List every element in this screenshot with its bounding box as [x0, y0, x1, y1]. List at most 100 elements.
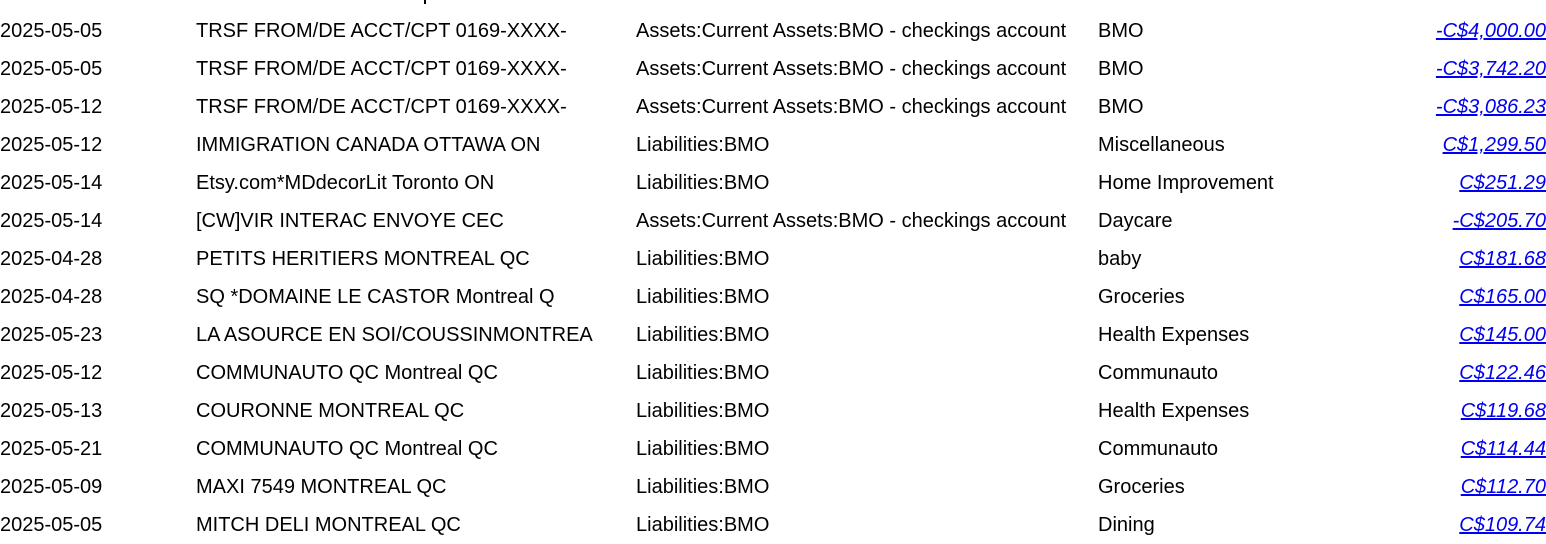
transaction-account: Liabilities:BMO: [636, 134, 770, 156]
transaction-description: COURONNE MONTREAL QC: [196, 400, 465, 422]
transaction-category: baby: [1098, 248, 1142, 270]
transaction-amount-link[interactable]: -C$4,000.00: [1435, 20, 1546, 42]
transaction-description: TRSF FROM/DE ACCT/CPT 0169-XXXX-: [196, 58, 567, 80]
transaction-amount-link[interactable]: -C$3,742.20: [1435, 58, 1546, 80]
transaction-amount-cell: C$109.74: [1398, 506, 1546, 544]
transaction-date: 2025-05-05: [0, 58, 103, 80]
transaction-date: 2025-05-05: [0, 20, 103, 42]
transaction-date: 2025-05-09: [0, 476, 103, 498]
table-row: 2025-05-23 LA ASOURCE EN SOI/COUSSINMONT…: [0, 316, 1546, 354]
transaction-account: Liabilities:BMO: [636, 438, 770, 460]
transaction-account: Liabilities:BMO: [636, 286, 770, 308]
transaction-amount-cell: C$251.29: [1398, 164, 1546, 202]
transaction-description: LA ASOURCE EN SOI/COUSSINMONTREA: [196, 324, 593, 346]
table-row: 2025-05-05 TRSF FROM/DE ACCT/CPT 0169-XX…: [0, 12, 1546, 50]
transaction-amount-cell: -C$3,086.23: [1398, 88, 1546, 126]
transaction-amount-link[interactable]: C$181.68: [1459, 248, 1546, 270]
transaction-date: 2025-04-28: [0, 286, 103, 308]
table-row: 2025-05-05 TRSF FROM/DE ACCT/CPT 0169-XX…: [0, 50, 1546, 88]
transaction-amount-link[interactable]: C$119.68: [1460, 400, 1546, 422]
transaction-category: Groceries: [1098, 476, 1185, 498]
clipped-heading-fragment: [196, 0, 496, 4]
transaction-date: 2025-05-21: [0, 438, 103, 460]
table-row: 2025-04-28 SQ *DOMAINE LE CASTOR Montrea…: [0, 278, 1546, 316]
table-row: 2025-05-12 TRSF FROM/DE ACCT/CPT 0169-XX…: [0, 88, 1546, 126]
transaction-date: 2025-05-23: [0, 324, 103, 346]
transaction-amount-link[interactable]: C$114.44: [1460, 438, 1546, 460]
transaction-description: [CW]VIR INTERAC ENVOYE CEC: [196, 210, 504, 232]
transaction-amount-cell: -C$3,742.20: [1398, 50, 1546, 88]
transaction-account: Assets:Current Assets:BMO - checkings ac…: [636, 20, 1067, 42]
transaction-amount-link[interactable]: C$112.70: [1460, 476, 1546, 498]
transaction-account: Assets:Current Assets:BMO - checkings ac…: [636, 58, 1067, 80]
transaction-amount-link[interactable]: -C$3,086.23: [1435, 96, 1546, 118]
table-row: 2025-05-12 IMMIGRATION CANADA OTTAWA ON …: [0, 126, 1546, 164]
table-row: 2025-05-21 COMMUNAUTO QC Montreal QC Lia…: [0, 430, 1546, 468]
transaction-description: SQ *DOMAINE LE CASTOR Montreal Q: [196, 286, 555, 308]
transaction-date: 2025-05-12: [0, 134, 103, 156]
transaction-date: 2025-05-12: [0, 362, 103, 384]
transaction-category: Communauto: [1098, 362, 1219, 384]
transaction-amount-cell: C$1,299.50: [1398, 126, 1546, 164]
transaction-amount-cell: C$114.44: [1398, 430, 1546, 468]
transaction-account: Liabilities:BMO: [636, 514, 770, 536]
transaction-amount-cell: C$122.46: [1398, 354, 1546, 392]
transaction-amount-link[interactable]: -C$205.70: [1452, 210, 1546, 232]
transaction-amount-link[interactable]: C$109.74: [1459, 514, 1546, 536]
transaction-description: PETITS HERITIERS MONTREAL QC: [196, 248, 530, 270]
table-row: 2025-05-12 COMMUNAUTO QC Montreal QC Lia…: [0, 354, 1546, 392]
transaction-account: Liabilities:BMO: [636, 476, 770, 498]
table-row: 2025-05-13 COURONNE MONTREAL QC Liabilit…: [0, 392, 1546, 430]
transaction-date: 2025-05-14: [0, 210, 103, 232]
transaction-account: Liabilities:BMO: [636, 324, 770, 346]
transaction-amount-link[interactable]: C$165.00: [1459, 286, 1546, 308]
transaction-amount-cell: C$165.00: [1398, 278, 1546, 316]
transaction-date: 2025-05-14: [0, 172, 103, 194]
transaction-category: Dining: [1098, 514, 1155, 536]
transaction-amount-cell: C$181.68: [1398, 240, 1546, 278]
transaction-date: 2025-05-13: [0, 400, 103, 422]
table-row: 2025-05-09 MAXI 7549 MONTREAL QC Liabili…: [0, 468, 1546, 506]
transaction-amount-cell: -C$4,000.00: [1398, 12, 1546, 50]
transaction-description: COMMUNAUTO QC Montreal QC: [196, 438, 498, 460]
transaction-description: COMMUNAUTO QC Montreal QC: [196, 362, 498, 384]
transaction-date: 2025-04-28: [0, 248, 103, 270]
transaction-date: 2025-05-05: [0, 514, 103, 536]
transactions-table-body: 2025-05-05 TRSF FROM/DE ACCT/CPT 0169-XX…: [0, 12, 1546, 544]
transaction-account: Liabilities:BMO: [636, 172, 770, 194]
transaction-amount-cell: C$145.00: [1398, 316, 1546, 354]
table-row: 2025-05-05 MITCH DELI MONTREAL QC Liabil…: [0, 506, 1546, 544]
table-row: 2025-05-14 Etsy.com*MDdecorLit Toronto O…: [0, 164, 1546, 202]
transaction-category: Health Expenses: [1098, 324, 1250, 346]
transaction-amount-link[interactable]: C$251.29: [1459, 172, 1546, 194]
transaction-category: Daycare: [1098, 210, 1173, 232]
transaction-amount-link[interactable]: C$1,299.50: [1442, 134, 1546, 156]
transaction-account: Liabilities:BMO: [636, 362, 770, 384]
transaction-description: MAXI 7549 MONTREAL QC: [196, 476, 447, 498]
transaction-category: BMO: [1098, 20, 1144, 42]
transaction-category: BMO: [1098, 58, 1144, 80]
transaction-account: Liabilities:BMO: [636, 400, 770, 422]
transaction-description: Etsy.com*MDdecorLit Toronto ON: [196, 172, 495, 194]
transaction-date: 2025-05-12: [0, 96, 103, 118]
table-row: 2025-05-14 [CW]VIR INTERAC ENVOYE CEC As…: [0, 202, 1546, 240]
table-row: 2025-04-28 PETITS HERITIERS MONTREAL QC …: [0, 240, 1546, 278]
transaction-account: Liabilities:BMO: [636, 248, 770, 270]
transaction-category: Home Improvement: [1098, 172, 1274, 194]
transaction-category: BMO: [1098, 96, 1144, 118]
transaction-amount-cell: -C$205.70: [1398, 202, 1546, 240]
transaction-description: IMMIGRATION CANADA OTTAWA ON: [196, 134, 541, 156]
transaction-amount-link[interactable]: C$122.46: [1459, 362, 1546, 384]
transaction-description: TRSF FROM/DE ACCT/CPT 0169-XXXX-: [196, 20, 567, 42]
transaction-account: Assets:Current Assets:BMO - checkings ac…: [636, 210, 1067, 232]
transaction-category: Health Expenses: [1098, 400, 1250, 422]
transaction-category: Communauto: [1098, 438, 1219, 460]
transaction-category: Miscellaneous: [1098, 134, 1225, 156]
transaction-amount-cell: C$119.68: [1398, 392, 1546, 430]
transaction-description: TRSF FROM/DE ACCT/CPT 0169-XXXX-: [196, 96, 567, 118]
transaction-amount-link[interactable]: C$145.00: [1459, 324, 1546, 346]
transaction-description: MITCH DELI MONTREAL QC: [196, 514, 461, 536]
transaction-amount-cell: C$112.70: [1398, 468, 1546, 506]
transaction-category: Groceries: [1098, 286, 1185, 308]
transactions-table: 2025-05-05 TRSF FROM/DE ACCT/CPT 0169-XX…: [0, 12, 1546, 544]
